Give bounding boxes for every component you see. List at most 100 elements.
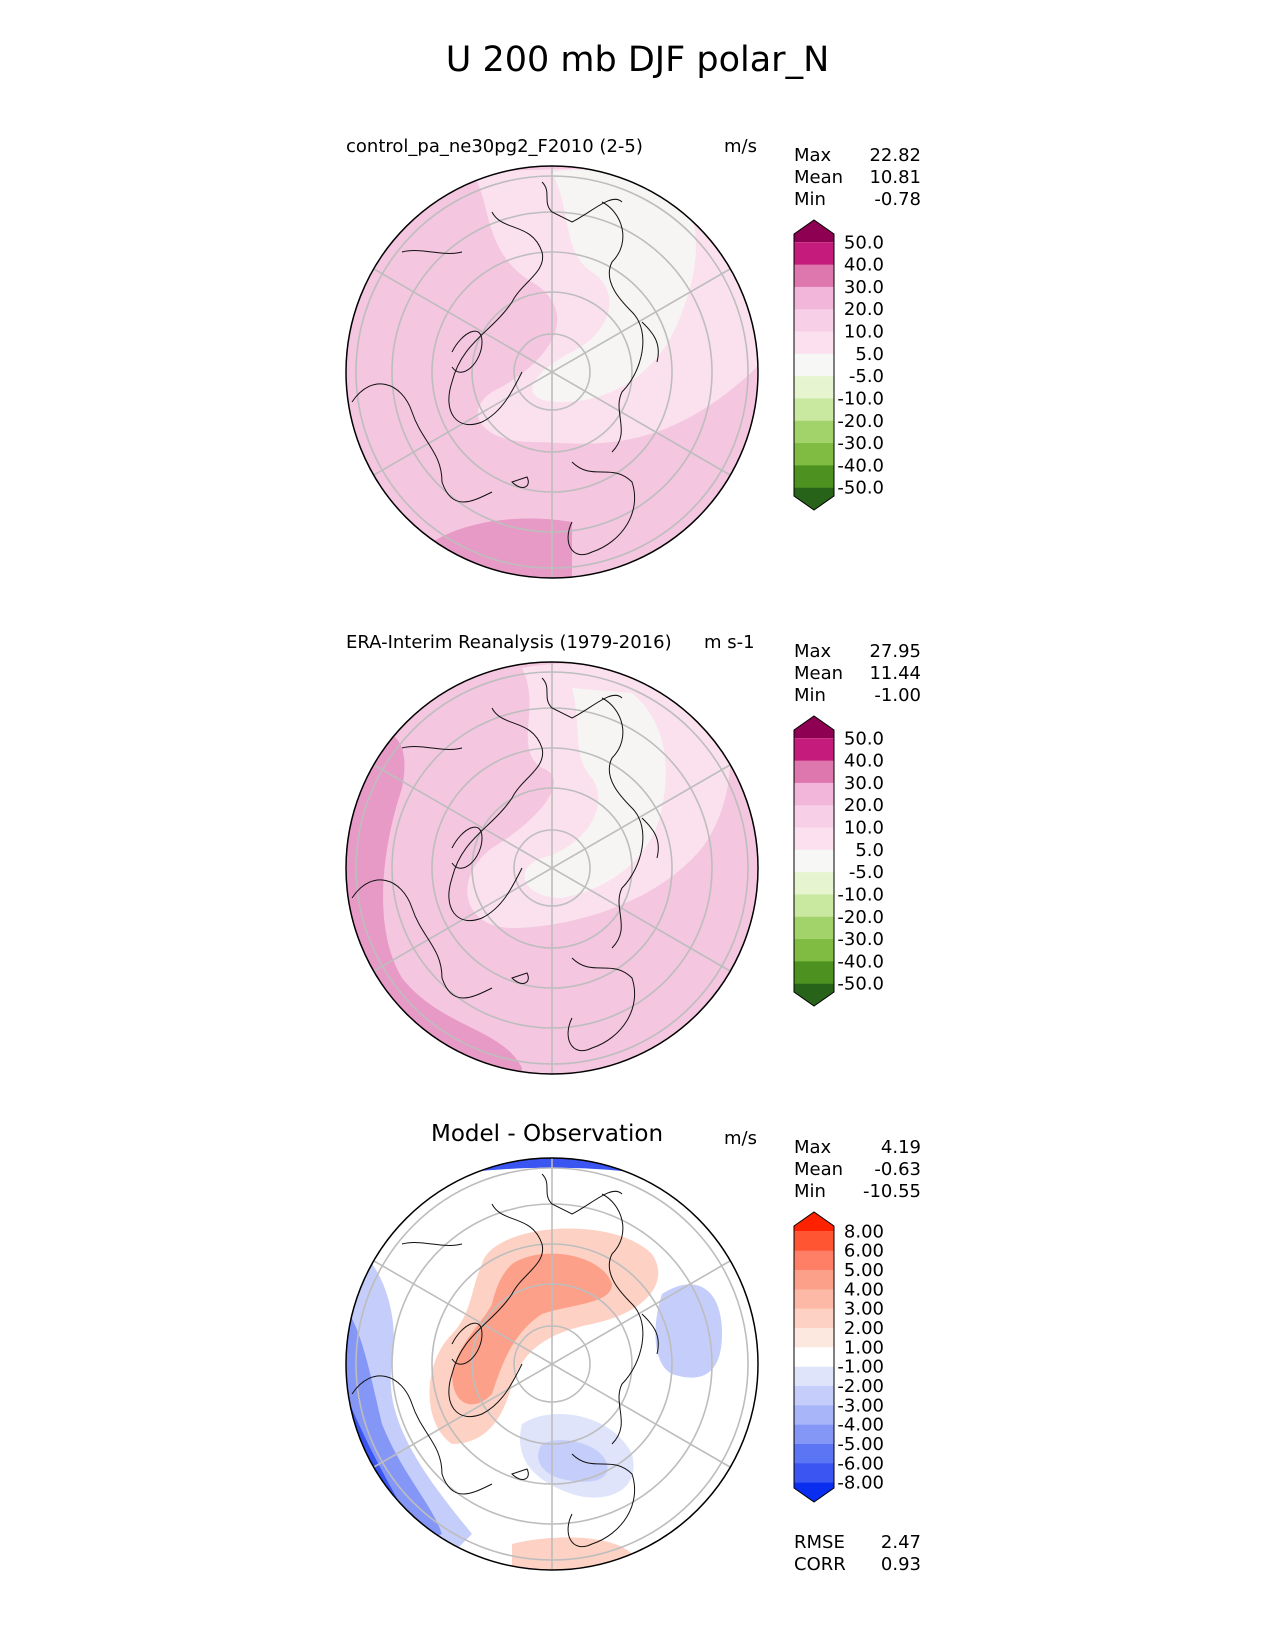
colorbar-tick-label: 5.00	[844, 1260, 884, 1281]
colorbar-segment	[794, 1463, 834, 1484]
colorbar-segment	[794, 309, 834, 333]
colorbar-tick-label: -3.00	[837, 1395, 884, 1416]
colorbar-segment	[794, 376, 834, 399]
colorbar-tick-label: 50.0	[844, 728, 884, 749]
colorbar-segment	[794, 443, 834, 466]
colorbar-outline	[793, 715, 835, 1007]
units-reference: m s-1	[704, 632, 755, 653]
map-boundary	[345, 661, 759, 1075]
colorbar-segment	[794, 264, 834, 288]
coastlines	[351, 1173, 659, 1548]
colorbar-segment	[794, 1366, 834, 1387]
colorbar-tick-label: -50.0	[837, 974, 884, 995]
colorbar-tick-label: 20.0	[844, 795, 884, 816]
colorbar-segment	[794, 1231, 834, 1252]
colorbar-segment	[794, 827, 834, 851]
graticule	[355, 1158, 749, 1570]
panel-title-difference: Model - Observation	[431, 1121, 664, 1147]
stat-label: Min	[794, 1181, 826, 1202]
colorbar-swatches	[793, 1211, 835, 1503]
colorbar-segment	[794, 782, 834, 806]
colorbar-tick-label: 5.0	[855, 840, 884, 861]
colorbar-tick-label: -50.0	[837, 478, 884, 499]
colorbar-tick-label: 40.0	[844, 255, 884, 276]
colorbar-segment	[794, 1444, 834, 1464]
colorbar-tick-label: 30.0	[844, 773, 884, 794]
panel-title-reference: ERA-Interim Reanalysis (1979-2016)	[346, 632, 672, 653]
colorbar-segment	[794, 716, 834, 739]
colorbar-tick-label: 2.00	[844, 1318, 884, 1339]
map-boundary	[345, 1157, 759, 1571]
units-test: m/s	[724, 136, 757, 157]
polar-map-difference	[345, 1157, 759, 1571]
colorbar-segment	[794, 872, 834, 895]
colorbar-reference: 50.040.030.020.010.05.0-5.0-10.0-20.0-30…	[793, 715, 884, 1007]
stat-label: Min	[794, 189, 826, 210]
colorbar-segment	[794, 1308, 834, 1329]
colorbar-segment	[794, 939, 834, 962]
stat-label: Min	[794, 685, 826, 706]
stat-value: -10.55	[862, 1181, 921, 1202]
colorbar-segment	[794, 805, 834, 829]
colorbar-tick-label: 4.00	[844, 1279, 884, 1300]
coastlines	[351, 677, 659, 1052]
colorbar-segment	[794, 220, 834, 243]
colorbar-tick-label: -20.0	[837, 411, 884, 432]
colorbar-tick-label: 20.0	[844, 299, 884, 320]
colorbar-tick-label: 1.00	[844, 1337, 884, 1358]
colorbar-segment	[794, 465, 834, 489]
stat-label: Max	[794, 145, 832, 166]
colorbar-segment	[794, 1328, 834, 1348]
colorbar-difference: 8.006.005.004.003.002.001.00-1.00-2.00-3…	[793, 1211, 884, 1503]
stat-label: RMSE	[794, 1532, 845, 1553]
panel-title-test: control_pa_ne30pg2_F2010 (2-5)	[346, 136, 643, 157]
colorbar-segment	[794, 1347, 834, 1368]
colorbar-tick-label: -40.0	[837, 455, 884, 476]
colorbar-segment	[794, 353, 834, 377]
colorbar-tick-label: 3.00	[844, 1299, 884, 1320]
stat-label: Max	[794, 641, 832, 662]
colorbar-tick-label: -40.0	[837, 951, 884, 972]
colorbar-segment	[794, 1250, 834, 1271]
colorbar-segment	[794, 1386, 834, 1406]
colorbar-outline	[793, 219, 835, 511]
figure-title: U 200 mb DJF polar_N	[445, 40, 830, 80]
colorbar-segment	[794, 760, 834, 784]
colorbar-segment	[794, 849, 834, 873]
stats-test: Max 22.82 Mean 10.81 Min -0.78	[794, 145, 921, 211]
polar-map-reference	[345, 661, 759, 1075]
colorbar-tick-label: 5.0	[855, 344, 884, 365]
stat-label: Mean	[794, 167, 844, 188]
colorbar-segment	[794, 1424, 834, 1445]
colorbar-tick-label: 8.00	[844, 1221, 884, 1242]
colorbar-segment	[794, 420, 834, 444]
stat-value: -0.63	[874, 1159, 921, 1180]
colorbar-tick-label: -10.0	[837, 884, 884, 905]
map-boundary	[345, 165, 759, 579]
stat-value: 22.82	[869, 145, 921, 166]
colorbar-segment	[794, 1270, 834, 1290]
coastlines	[351, 181, 659, 556]
colorbar-segment	[794, 738, 834, 762]
stat-value: -0.78	[874, 189, 921, 210]
colorbar-segment	[794, 916, 834, 940]
polar-map-test	[345, 165, 759, 579]
stat-value: 27.95	[869, 641, 921, 662]
colorbar-tick-label: -5.0	[849, 862, 884, 883]
colorbar-segment	[794, 1482, 834, 1502]
colorbar-tick-label: -20.0	[837, 907, 884, 928]
colorbar-segment	[794, 1212, 834, 1232]
colorbar-tick-label: -1.00	[837, 1357, 884, 1378]
stats-difference: Max 4.19 Mean -0.63 Min -10.55	[794, 1137, 921, 1203]
colorbar-tick-label: -4.00	[837, 1415, 884, 1436]
stat-label: Mean	[794, 663, 844, 684]
graticule	[355, 662, 749, 1074]
stat-value: 10.81	[869, 167, 921, 188]
colorbar-segment	[794, 961, 834, 985]
colorbar-tick-label: -8.00	[837, 1473, 884, 1494]
stat-label: Max	[794, 1137, 832, 1158]
colorbar-tick-label: -6.00	[837, 1453, 884, 1474]
colorbar-swatches	[793, 219, 835, 511]
units-difference: m/s	[724, 1128, 757, 1149]
colorbar-segment	[794, 331, 834, 355]
